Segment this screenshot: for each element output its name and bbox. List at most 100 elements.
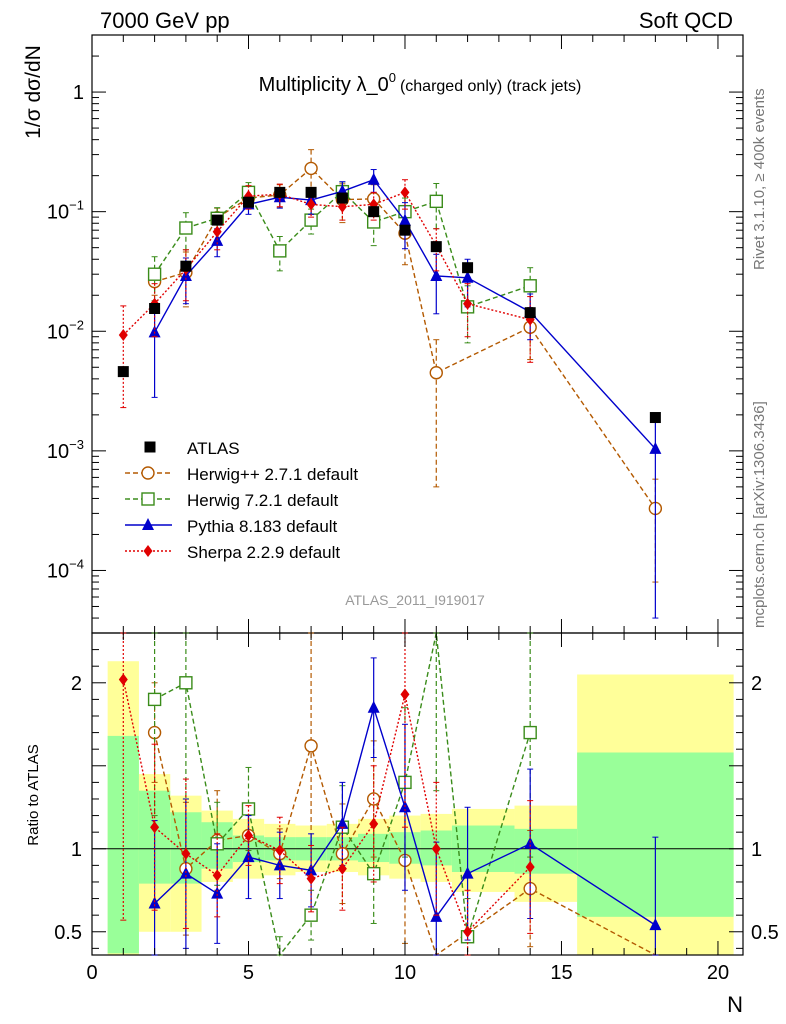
ratio-point (181, 847, 191, 860)
chart-title: Multiplicity λ_00 (charged only) (track j… (259, 70, 582, 96)
ratio-point (400, 688, 410, 701)
header-left: 7000 GeV pp (100, 8, 230, 33)
ratio-tick-label-left-1: 1 (71, 839, 82, 861)
data-point (429, 366, 443, 380)
data-point (400, 186, 410, 199)
legend-marker (141, 466, 155, 480)
data-point (304, 161, 318, 176)
data-point (523, 279, 537, 293)
data-point (398, 213, 411, 226)
atlas-point (305, 186, 317, 198)
ratio-series-2 (148, 657, 662, 956)
axes-layer: 10−410−310−210−110 5 10 15 200.5 0.51 12 2 (47, 34, 779, 984)
ratio-frame (91, 632, 744, 956)
ratio-point (275, 844, 285, 857)
ratio-point (179, 676, 193, 690)
ratio-line-0 (153, 732, 656, 957)
ratio-series-1 (147, 632, 537, 957)
legend-marker (144, 441, 156, 453)
ratio-point (304, 739, 318, 753)
ratio-point (337, 862, 347, 875)
legend-marker (141, 492, 155, 506)
data-point (118, 329, 128, 342)
title-suffix: (charged only) (track jets) (400, 78, 581, 95)
atlas-point (242, 196, 254, 208)
atlas-point (524, 307, 536, 319)
ratio-axis-label: Ratio to ATLAS (25, 744, 42, 845)
series-3 (118, 179, 535, 409)
atlas-point (117, 366, 129, 378)
x-tick-label-2: 10 (394, 962, 416, 984)
ratio-point (525, 861, 535, 874)
band-inner-12 (514, 828, 578, 874)
ratio-point (147, 692, 162, 707)
ratio-point (463, 925, 473, 938)
x-tick-label-4: 20 (707, 962, 729, 984)
legend-marker (143, 545, 153, 557)
data-point (461, 270, 474, 283)
data-point (337, 200, 347, 213)
ratio-point (148, 896, 161, 909)
atlas-point (149, 303, 161, 315)
y-tick-label-3: 10−1 (47, 198, 84, 224)
ratio-tick-label-right-1: 1 (751, 839, 762, 861)
atlas-point (368, 206, 380, 218)
ratio-point (367, 700, 380, 713)
data-point (148, 325, 161, 338)
data-point (430, 268, 443, 281)
ratio-point (273, 858, 286, 871)
legend-entry-0: Herwig++ 2.7.1 default (125, 465, 358, 484)
ratio-tick-label-left-0: 0.5 (54, 922, 82, 944)
ratio-tick-label-right-2: 2 (751, 673, 762, 695)
ratio-point (431, 842, 441, 855)
data-point (367, 172, 380, 185)
atlas-point (399, 224, 411, 236)
ratio-point (369, 817, 379, 830)
legend-label: Pythia 8.183 default (187, 517, 338, 536)
ratio-point (649, 918, 662, 931)
data-point (147, 267, 162, 281)
y-tick-label-2: 10−2 (47, 317, 84, 343)
y-tick-label-4: 1 (73, 82, 84, 104)
data-point (429, 194, 443, 209)
title-superscript: 0 (389, 70, 396, 85)
ratio-series-3 (118, 632, 535, 956)
y-tick-label-0: 10−4 (47, 556, 84, 582)
legend-entry-atlas: ATLAS (144, 439, 240, 458)
atlas-point (274, 186, 286, 198)
data-point (273, 244, 287, 258)
ratio-tick-label-left-2: 2 (71, 673, 82, 695)
ratio-point (118, 673, 128, 686)
ratio-point (336, 816, 349, 829)
data-point (649, 441, 662, 454)
atlas-point (211, 214, 223, 226)
band-inner-0 (107, 735, 139, 954)
ratio-point (212, 869, 222, 882)
ratio-point (523, 725, 537, 740)
legend-entry-3: Sherpa 2.2.9 default (125, 543, 340, 562)
atlas-point (430, 241, 442, 253)
analysis-label: ATLAS_2011_I919017 (345, 592, 485, 608)
data-point (212, 225, 222, 238)
mcplots-label: mcplots.cern.ch [arXiv:1306.3436] (751, 401, 768, 628)
ratio-point (430, 909, 443, 922)
atlas-point (336, 192, 348, 204)
x-tick-label-1: 5 (243, 962, 254, 984)
x-tick-label-0: 0 (86, 962, 97, 984)
atlas-point (180, 260, 192, 272)
ratio-point (461, 866, 474, 879)
atlas-point (649, 412, 661, 424)
series-line-0 (154, 167, 656, 509)
legend-entry-2: Pythia 8.183 default (125, 517, 338, 536)
atlas-point (462, 262, 474, 274)
data-layer (117, 186, 661, 424)
y-axis-label: 1/σ dσ/dN (22, 45, 45, 139)
legend: ATLAS Herwig++ 2.7.1 default Herwig 7.2.1 … (125, 439, 358, 562)
header-right: Soft QCD (639, 8, 733, 33)
legend-label: ATLAS (187, 439, 240, 458)
ratio-line-1 (154, 632, 531, 957)
x-axis-label: N (727, 992, 743, 1017)
y-tick-label-1: 10−3 (47, 437, 84, 463)
legend-entry-1: Herwig 7.2.1 default (125, 491, 338, 510)
ratio-point (524, 836, 537, 849)
